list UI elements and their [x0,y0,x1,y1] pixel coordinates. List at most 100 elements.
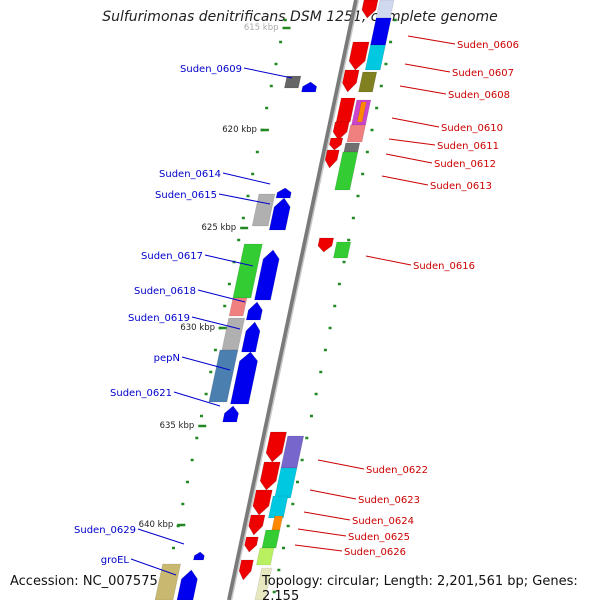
gene-label: Suden_0622 [366,465,428,476]
cog-bar [254,567,273,600]
gene-arrow [268,197,291,231]
leader-line [303,511,351,521]
gene-arrow [193,551,205,561]
gene-label: Suden_0613 [430,181,492,192]
gene-arrow [230,351,258,405]
leader-line [309,489,357,500]
leader-line [388,138,436,146]
kbp-label: 630 kbp [180,323,215,333]
leader-line [365,255,412,266]
gene-label: Suden_0629 [74,525,136,536]
gene-arrow [324,149,340,169]
gene-arrow [361,0,379,19]
cog-bar [333,241,352,259]
leader-line [385,153,433,164]
gene-arrow [222,405,239,423]
cog-bar [364,44,386,71]
gene-label: Suden_0609 [180,64,242,75]
cog-bar [221,317,246,351]
feature-layer [154,0,395,600]
gene-arrow [241,321,261,353]
kbp-label: 640 kbp [139,520,174,530]
right-gene-labels: Suden_0606 Suden_0607 Suden_0608 Suden_0610… [294,35,519,558]
gene-arrow [244,536,259,553]
leader-line [181,356,231,371]
gene-label: Suden_0614 [159,169,221,180]
cog-bar [256,547,275,566]
kbp-label: 635 kbp [160,421,195,431]
leader-line [317,459,365,470]
gene-label: Suden_0615 [155,190,217,201]
genome-backbone-highlight [230,0,360,600]
leader-line [391,117,440,128]
cog-bar [274,467,298,499]
gene-arrow [301,81,318,93]
gene-arrow [245,301,263,321]
leader-line [404,63,451,73]
cog-bar [284,75,302,89]
gene-arrow [248,514,266,536]
gene-label: groEL [101,555,130,566]
accession-text: Accession: NC_007575 [10,574,158,589]
gene-arrow [252,489,273,516]
gene-label: Suden_0610 [441,123,503,134]
gene-label: Suden_0612 [434,159,496,170]
gene-arrow [332,121,350,141]
leader-line [399,85,447,95]
gene-arrow [254,249,280,301]
leader-line [197,289,246,303]
gene-arrow [176,569,198,600]
gene-label: Suden_0619 [128,313,190,324]
gene-arrow [259,461,281,491]
leader-line [191,316,241,330]
gene-arrow [275,187,292,199]
gene-arrow [342,69,360,93]
gene-label: Suden_0616 [413,261,475,272]
cog-bar [261,529,281,549]
cog-bar [358,71,378,93]
leader-line [243,67,293,79]
gene-arrow [238,559,254,581]
gene-arrow [329,137,344,151]
topology-text: Topology: circular; Length: 2,201,561 bp… [262,574,578,600]
kbp-label: 625 kbp [202,223,237,233]
leader-line [222,172,271,185]
leader-line [130,558,177,576]
kbp-label: 615 kbp [244,23,279,33]
cog-bar [335,97,356,123]
gene-label: Suden_0606 [457,40,519,51]
leader-line [173,391,221,407]
gene-label: Suden_0621 [110,388,172,399]
cog-bar [228,297,248,317]
kbp-scale: 615 kbp 620 kbp 625 kbp 630 kbp 635 kbp 640 k… [139,23,291,530]
cog-bar [356,101,367,123]
cog-bar [346,124,366,143]
gene-arrow [265,431,287,463]
leader-line [294,544,343,552]
gene-label: pepN [154,353,180,364]
leader-line [218,193,271,205]
genome-backbone [227,0,358,600]
genome-title: Sulfurimonas denitrificans DSM 1251, com… [102,9,498,25]
gene-label: Suden_0626 [344,547,406,558]
left-gene-labels: Suden_0609 Suden_0614 Suden_0615 Suden_0617… [74,64,293,576]
leader-line [407,35,456,45]
cog-bar [334,151,359,191]
gene-label: Suden_0617 [141,251,203,262]
leader-line [204,254,254,267]
leader-line [381,175,429,186]
gene-label: Suden_0608 [448,90,510,101]
cog-bar [267,495,289,519]
gene-label: Suden_0618 [134,286,196,297]
gene-label: Suden_0607 [452,68,514,79]
leader-line [137,528,185,545]
cog-bar [208,349,239,403]
gene-arrow [317,237,334,253]
gene-label: Suden_0624 [352,516,414,527]
cog-bar [370,17,392,46]
gene-arrow [348,41,370,71]
kbp-label: 620 kbp [222,125,257,135]
leader-line [297,528,347,537]
